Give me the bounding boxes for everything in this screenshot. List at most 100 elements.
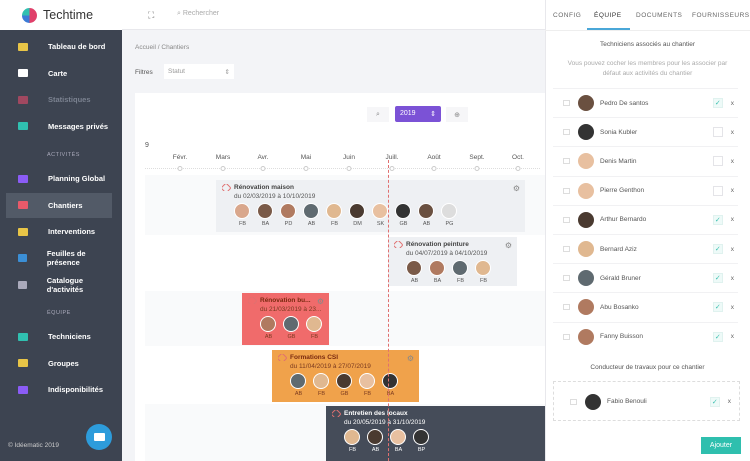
chat-button[interactable] (86, 424, 112, 450)
project-card[interactable]: Rénovation maison du 02/03/2019 à 10/10/2… (216, 180, 525, 232)
expand-icon[interactable]: ⛶ (148, 10, 155, 20)
sidebar-item[interactable]: Chantiers (6, 192, 112, 218)
calendar-icon[interactable] (563, 187, 570, 194)
default-checkbox[interactable]: ✓ (712, 273, 723, 284)
remove-button[interactable]: x (730, 187, 734, 195)
member-avatar[interactable]: SK (372, 203, 389, 227)
today-line (388, 160, 389, 461)
remove-button[interactable]: x (730, 99, 734, 107)
zoom-in-button[interactable]: ⊕ (446, 107, 468, 122)
remove-button[interactable]: x (730, 128, 734, 136)
remove-button[interactable]: x (730, 157, 734, 165)
sidebar-item-label: Catalogue d'activités (46, 275, 84, 294)
calendar-icon[interactable] (563, 216, 570, 223)
member-avatar[interactable]: BA (382, 373, 399, 397)
default-checkbox[interactable]: ✓ (712, 214, 723, 225)
default-checkbox[interactable] (712, 156, 723, 167)
member-avatar[interactable]: FB (452, 260, 469, 284)
tab[interactable]: ÉQUIPE (594, 12, 622, 19)
member-avatar[interactable]: AB (367, 429, 384, 453)
logo[interactable]: Techtime (0, 0, 122, 30)
gear-icon[interactable]: ⚙ (504, 241, 512, 250)
calendar-icon[interactable] (563, 275, 570, 282)
status-select[interactable]: Statut ⇕ (164, 64, 234, 79)
avatar (283, 316, 299, 332)
remove-button[interactable]: x (727, 398, 731, 405)
sidebar-item[interactable]: Indisponibilités (6, 377, 112, 402)
project-card[interactable]: Entretien des locaux du 20/05/2019 à 31/1… (326, 406, 545, 461)
member-avatar[interactable]: BP (413, 429, 430, 453)
gear-icon[interactable]: ⚙ (316, 297, 324, 306)
member-avatar[interactable]: PD (280, 203, 297, 227)
zoom-out-button[interactable]: ⌕ (367, 107, 389, 122)
calendar-icon[interactable] (563, 129, 570, 136)
member-avatar[interactable]: FB (234, 203, 251, 227)
remove-button[interactable]: x (730, 274, 734, 282)
sidebar-item[interactable]: Techniciens (6, 324, 112, 349)
calendar-icon[interactable] (563, 246, 570, 252)
breadcrumb[interactable]: Accueil / Chantiers (135, 44, 190, 51)
member-avatar[interactable]: FB (359, 373, 376, 397)
calendar-icon[interactable] (563, 158, 570, 165)
gear-icon[interactable]: ⚙ (512, 184, 520, 193)
sidebar-item[interactable]: Groupes (6, 351, 112, 376)
project-card[interactable]: Rénovation bu... du 21/03/2019 à 23... AB G… (242, 293, 329, 345)
member-avatar[interactable]: AB (260, 316, 277, 340)
remove-button[interactable]: x (730, 245, 734, 253)
calendar-icon[interactable] (570, 398, 577, 405)
avatar (578, 328, 594, 345)
sidebar-item[interactable]: Statistiques (6, 87, 112, 112)
member-avatar[interactable]: FB (475, 260, 492, 284)
remove-button[interactable]: x (730, 303, 734, 311)
default-checkbox[interactable]: ✓ (712, 331, 723, 342)
member-avatar[interactable]: BA (390, 429, 407, 453)
avatar (413, 429, 429, 445)
sidebar-item-label: Planning Global (48, 174, 106, 183)
default-checkbox[interactable]: ✓ (709, 396, 720, 407)
sidebar-item[interactable]: Catalogue d'activités (6, 272, 112, 297)
member-avatar[interactable]: BA (429, 260, 446, 284)
divider (545, 30, 750, 31)
calendar-icon[interactable] (563, 304, 570, 311)
member-avatar[interactable]: AB (303, 203, 320, 227)
member-avatar[interactable]: AB (418, 203, 435, 227)
calendar-icon[interactable] (563, 333, 570, 340)
tab[interactable]: CONFIG (553, 12, 582, 19)
sidebar-item[interactable]: Interventions (6, 219, 112, 244)
default-checkbox[interactable]: ✓ (712, 244, 723, 254)
member-avatar[interactable]: GB (283, 316, 300, 340)
member-avatar[interactable]: FB (344, 429, 361, 453)
default-checkbox[interactable] (712, 127, 723, 138)
gear-icon[interactable]: ⚙ (406, 354, 414, 363)
search-input[interactable]: ⌕ Rechercher (177, 10, 220, 17)
nav-icon (18, 69, 28, 77)
year-select[interactable]: 2019 ⇕ (395, 106, 441, 122)
sidebar-item[interactable]: Messages privés (6, 114, 112, 139)
member-avatar[interactable]: AB (406, 260, 423, 284)
member-avatar[interactable]: FB (326, 203, 343, 227)
member-avatar[interactable]: PG (441, 203, 458, 227)
member-avatar[interactable]: FB (306, 316, 323, 340)
remove-button[interactable]: x (730, 333, 734, 341)
member-avatar[interactable]: DM (349, 203, 366, 227)
member-initials: AB (294, 391, 303, 397)
sidebar-item[interactable]: Carte (6, 61, 112, 86)
project-card[interactable]: Rénovation peinture du 04/07/2019 à 04/10… (388, 237, 517, 286)
default-checkbox[interactable]: ✓ (712, 302, 723, 313)
add-button[interactable]: Ajouter (701, 437, 741, 454)
member-avatar[interactable]: BA (257, 203, 274, 227)
remove-button[interactable]: x (730, 216, 734, 224)
default-checkbox[interactable]: ✓ (712, 98, 723, 108)
tab[interactable]: DOCUMENTS (636, 12, 683, 19)
member-avatar[interactable]: AB (290, 373, 307, 397)
sidebar-item[interactable]: Feuilles de présence (6, 246, 112, 271)
member-avatar[interactable]: GB (395, 203, 412, 227)
member-avatar[interactable]: GB (336, 373, 353, 397)
tab[interactable]: FOURNISSEURS (692, 12, 750, 19)
sidebar-item[interactable]: Tableau de bord (6, 34, 112, 59)
calendar-icon[interactable] (563, 100, 570, 106)
sidebar-item[interactable]: Planning Global (6, 166, 112, 191)
member-avatar[interactable]: FB (313, 373, 330, 397)
project-card[interactable]: Formations CSI du 11/04/2019 à 27/07/2019… (272, 350, 419, 402)
default-checkbox[interactable] (712, 185, 723, 196)
